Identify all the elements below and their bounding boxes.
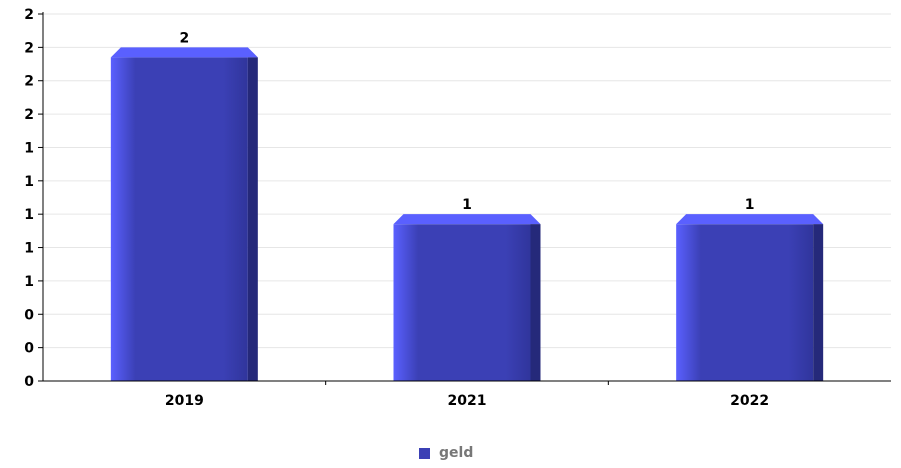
bar-chart: 0 0 0 1 1 1 1 1 2 2 2 2 2 2019 1 2021 1 2022: [24, 7, 891, 409]
legend: geld: [419, 445, 473, 461]
y-tick-label: 1: [24, 241, 34, 257]
y-tick-label: 2: [24, 7, 34, 23]
data-label: 1: [745, 197, 755, 213]
bars: [110, 47, 824, 381]
x-tick-label: 2019: [165, 393, 204, 409]
data-label: 1: [462, 197, 472, 213]
bar-side: [247, 57, 258, 381]
bar-side: [530, 224, 541, 381]
y-tick-label: 2: [24, 74, 34, 90]
bar-top: [393, 214, 541, 225]
bar-2019: [110, 47, 258, 381]
bar-2021: [393, 214, 541, 381]
bar-top: [676, 214, 824, 225]
bar-front: [393, 224, 531, 381]
y-tick-label: 1: [24, 207, 34, 223]
legend-label-geld: geld: [439, 445, 474, 461]
y-tick-label: 0: [24, 341, 34, 357]
y-tick-label: 0: [24, 374, 34, 390]
axes: [38, 12, 891, 385]
data-label: 2: [179, 30, 189, 46]
y-tick-label: 1: [24, 140, 34, 156]
bar-2022: [676, 214, 824, 381]
y-tick-label: 2: [24, 107, 34, 123]
y-tick-label: 2: [24, 40, 34, 56]
y-tick-label: 0: [24, 307, 34, 323]
bar-top: [110, 47, 258, 58]
bar-side: [813, 224, 824, 381]
y-tick-label: 1: [24, 174, 34, 190]
x-tick-label: 2022: [730, 393, 769, 409]
y-tick-label: 1: [24, 274, 34, 290]
legend-swatch: [419, 447, 430, 459]
bar-front: [676, 224, 814, 381]
x-tick-label: 2021: [448, 393, 487, 409]
labels: 0 0 0 1 1 1 1 1 2 2 2 2 2 2019 1 2021 1 2022: [24, 7, 769, 409]
bar-front: [110, 57, 248, 381]
